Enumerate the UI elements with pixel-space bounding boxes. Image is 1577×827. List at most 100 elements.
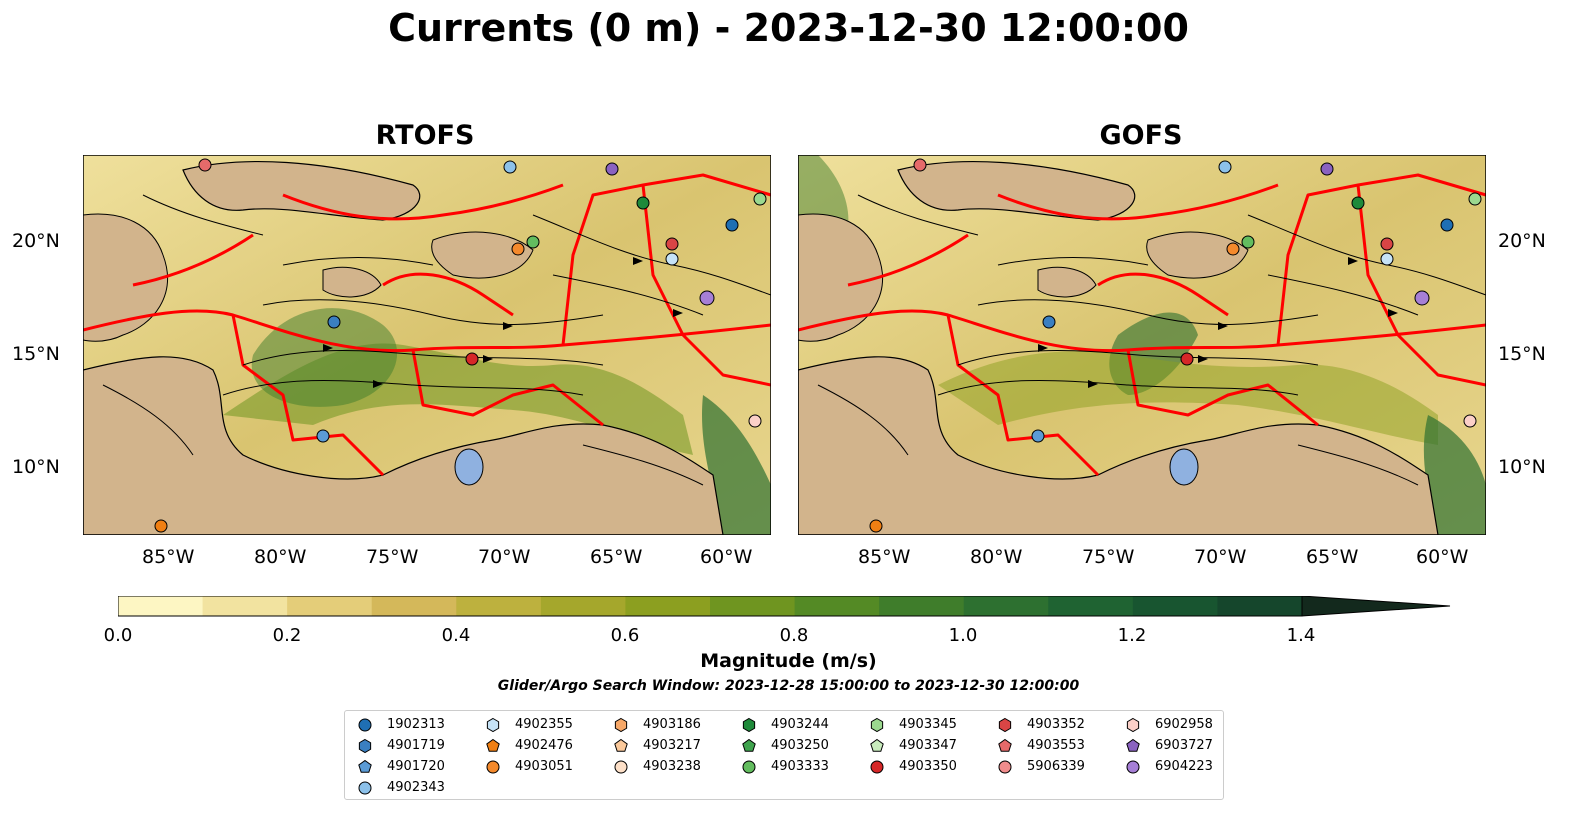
colorbar-tick: 0.8	[779, 625, 809, 646]
colorbar-tick: 0.6	[610, 625, 640, 646]
colorbar-segment	[118, 596, 204, 616]
legend-label: 6904223	[1155, 759, 1213, 774]
yucatan-land	[83, 213, 168, 342]
pentagon-marker-icon	[358, 759, 372, 773]
lon-tick: 85°W	[858, 546, 911, 568]
gofs-panel-title: GOFS	[1099, 120, 1183, 151]
colorbar-segment	[1132, 596, 1218, 616]
central-south-america-land	[798, 356, 1439, 535]
lat-tick-right: 10°N	[1498, 456, 1546, 478]
legend-label: 4903347	[899, 738, 957, 753]
colorbar-segments	[118, 596, 1303, 616]
colorbar-segment	[1217, 596, 1303, 616]
circle-marker-icon	[614, 760, 628, 774]
colorbar-segment	[202, 596, 288, 616]
legend-label: 4901720	[387, 759, 445, 774]
lon-tick: 85°W	[142, 546, 195, 568]
legend-label: 4903352	[1027, 717, 1085, 732]
legend-label: 5906339	[1027, 759, 1085, 774]
legend-label: 4902476	[515, 738, 573, 753]
colorbar-extend-arrow	[1301, 596, 1451, 617]
legend: 1902313 4901719 4901720 4902343 4902355 49024…	[344, 710, 1224, 800]
legend-label: 4903350	[899, 759, 957, 774]
stream-arrows	[323, 257, 683, 388]
legend-label: 4903333	[771, 759, 829, 774]
current-jet	[938, 351, 1438, 445]
legend-label: 4903051	[515, 759, 573, 774]
legend-label: 4902343	[387, 780, 445, 795]
yucatan-land	[798, 213, 883, 342]
pentagon-marker-icon	[742, 738, 756, 752]
pentagon-marker-icon	[486, 738, 500, 752]
current-east	[702, 395, 771, 535]
legend-label: 4901719	[387, 738, 445, 753]
lon-tick: 60°W	[700, 546, 753, 568]
lon-tick: 80°W	[254, 546, 307, 568]
legend-label: 6903727	[1155, 738, 1213, 753]
hexagon-marker-icon	[998, 717, 1012, 733]
circle-marker-icon	[1126, 760, 1140, 774]
legend-label: 4903244	[771, 717, 829, 732]
float-markers	[869, 158, 1482, 533]
legend-label: 4902355	[515, 717, 573, 732]
colorbar-segment	[710, 596, 796, 616]
legend-label: 4903217	[643, 738, 701, 753]
circle-marker-icon	[358, 781, 372, 795]
legend-label: 4903345	[899, 717, 957, 732]
lon-tick: 80°W	[970, 546, 1023, 568]
jamaica-land	[1037, 266, 1097, 298]
legend-label: 4903238	[643, 759, 701, 774]
lon-tick: 70°W	[478, 546, 531, 568]
hexagon-marker-icon	[614, 717, 628, 733]
circle-marker-icon	[998, 760, 1012, 774]
lon-tick: 75°W	[1082, 546, 1135, 568]
circle-marker-icon	[358, 718, 372, 732]
hexagon-marker-icon	[870, 717, 884, 733]
hispaniola-land	[431, 231, 534, 279]
colorbar-segment	[963, 596, 1049, 616]
colorbar-frame	[118, 596, 1303, 617]
colorbar-segment	[794, 596, 880, 616]
colorbar-segment	[287, 596, 373, 616]
hexagon-marker-icon	[742, 717, 756, 733]
colorbar	[118, 596, 1451, 617]
float-markers	[154, 158, 767, 533]
legend-label: 4903250	[771, 738, 829, 753]
hexagon-marker-icon	[486, 717, 500, 733]
colorbar-tick: 1.2	[1117, 625, 1147, 646]
circle-marker-icon	[486, 760, 500, 774]
pentagon-marker-icon	[614, 738, 628, 752]
lon-tick: 65°W	[1306, 546, 1359, 568]
colorbar-tick: 1.4	[1286, 625, 1316, 646]
gofs-map	[798, 155, 1486, 535]
legend-label: 4903553	[1027, 738, 1085, 753]
lon-tick: 65°W	[590, 546, 643, 568]
colorbar-tick: 0.0	[103, 625, 133, 646]
pentagon-marker-icon	[870, 738, 884, 752]
current-east	[1423, 415, 1486, 535]
pentagon-marker-icon	[998, 738, 1012, 752]
colorbar-segment	[879, 596, 965, 616]
stream-arrows	[1038, 257, 1398, 388]
lat-tick-right: 20°N	[1498, 230, 1546, 252]
colorbar-tick: 1.0	[948, 625, 978, 646]
circle-marker-icon	[742, 760, 756, 774]
lon-tick: 70°W	[1194, 546, 1247, 568]
central-south-america-land	[83, 356, 724, 535]
search-window-text: Glider/Argo Search Window: 2023-12-28 15…	[497, 678, 1080, 694]
colorbar-segment	[540, 596, 626, 616]
pentagon-marker-icon	[1126, 738, 1140, 752]
colorbar-tick: 0.2	[272, 625, 302, 646]
rtofs-panel-title: RTOFS	[375, 120, 475, 151]
colorbar-segment	[456, 596, 542, 616]
lake-maracaibo	[454, 448, 484, 486]
lon-tick: 75°W	[366, 546, 419, 568]
colorbar-segment	[371, 596, 457, 616]
lat-tick-left: 10°N	[12, 456, 60, 478]
colorbar-segment	[625, 596, 711, 616]
lake-maracaibo	[1169, 448, 1199, 486]
hispaniola-land	[1146, 231, 1249, 279]
colorbar-segment	[1048, 596, 1134, 616]
colorbar-label: Magnitude (m/s)	[700, 650, 877, 672]
lon-tick: 60°W	[1416, 546, 1469, 568]
